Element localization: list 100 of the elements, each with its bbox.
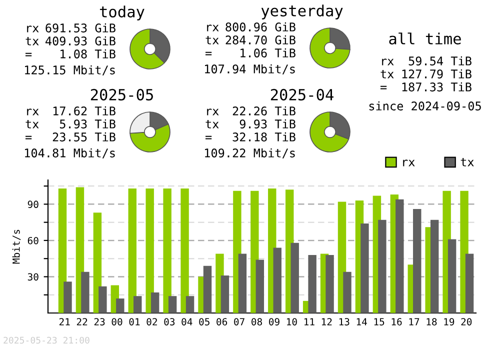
text: rx: [27, 26, 39, 32]
text: 284.70 GiB: [226, 35, 296, 44]
x-tick-label: 13: [339, 318, 350, 326]
x-tick-label: 18: [426, 318, 437, 326]
text: 109.22 Mbit/s: [205, 148, 295, 158]
text: 107.94 Mbit/s: [205, 64, 295, 74]
text: since 2024-09-05: [369, 101, 481, 110]
x-tick-label: 11: [304, 318, 314, 326]
text: 187.33 TiB: [402, 82, 472, 92]
text: =: [206, 136, 212, 140]
bar: [360, 224, 369, 313]
bar: [448, 239, 456, 313]
y-tick-label: 60: [28, 236, 38, 244]
y-tick-label: 30: [28, 273, 38, 281]
text: tx: [380, 70, 394, 78]
text: 127.79 TiB: [402, 69, 472, 78]
x-tick-label: 08: [252, 318, 262, 326]
text: =: [26, 136, 32, 140]
x-tick-label: 07: [234, 318, 244, 326]
x-tick-label: 04: [182, 318, 192, 326]
x-tick-label: 16: [392, 318, 402, 326]
chart-title: 2025-05: [90, 88, 153, 100]
bar: [256, 260, 264, 313]
text: rx: [27, 108, 39, 116]
bar: [168, 296, 177, 313]
bar: [273, 248, 282, 313]
text: 409.93 GiB: [46, 36, 116, 46]
bar: [413, 209, 422, 313]
x-tick-label: 00: [112, 318, 122, 326]
bar: [238, 254, 247, 313]
x-tick-label: 03: [164, 318, 175, 326]
bar: [203, 266, 212, 313]
text: 800.96 GiB: [226, 22, 296, 32]
bar: [81, 272, 90, 313]
text: 691.53 GiB: [46, 23, 116, 32]
text: 104.81 Mbit/s: [25, 148, 115, 158]
text: 32.18 TiB: [232, 132, 296, 142]
x-tick-label: 19: [444, 318, 454, 326]
text: =: [206, 52, 212, 56]
chart-title: yesterday: [261, 4, 343, 20]
bar: [128, 188, 136, 313]
text: 59.54 TiB: [408, 56, 472, 66]
bar: [220, 276, 230, 313]
x-tick-label: 12: [322, 318, 332, 326]
bar: [308, 254, 316, 313]
bar: [64, 282, 72, 313]
bar: [116, 298, 124, 313]
bar: [98, 286, 107, 313]
text: all time: [389, 32, 461, 44]
x-tick-label: 17: [409, 318, 420, 326]
legend-label: rx: [403, 160, 415, 166]
x-tick-label: 01: [129, 318, 140, 326]
y-tick-label: 90: [28, 200, 38, 208]
x-tick-label: 23: [94, 318, 105, 326]
chart-title: today: [100, 6, 144, 20]
text: rx: [382, 58, 394, 66]
bar: [343, 272, 352, 313]
y-axis-title: Mbit/s: [12, 230, 21, 264]
text: tx: [206, 120, 219, 128]
x-tick-label: 21: [59, 318, 70, 326]
text: 125.15 Mbit/s: [25, 65, 115, 76]
text: tx: [206, 36, 219, 44]
donut-slice: [310, 112, 350, 152]
bar: [326, 254, 334, 313]
bar: [163, 188, 172, 313]
x-tick-label: 10: [287, 318, 297, 326]
x-tick-label: 05: [199, 318, 210, 326]
text: =: [26, 52, 32, 56]
bar: [378, 220, 386, 313]
text: 17.62 TiB: [53, 106, 116, 116]
text: rx: [207, 24, 219, 32]
bar: [430, 220, 439, 313]
text: 1.08 TiB: [60, 49, 116, 58]
x-tick-label: 15: [374, 318, 384, 326]
bar: [180, 188, 189, 313]
x-tick-label: 14: [356, 318, 367, 326]
x-tick-label: 09: [269, 318, 280, 326]
bar: [290, 242, 299, 313]
donut-slice: [310, 28, 350, 68]
text: 9.93 TiB: [240, 119, 296, 128]
legend-label: tx: [460, 158, 474, 166]
x-tick-label: 06: [216, 318, 228, 326]
text: 22.26 TiB: [232, 106, 296, 116]
x-tick-label: 02: [146, 318, 157, 326]
x-tick-label: 22: [76, 318, 88, 326]
bar: [134, 296, 142, 313]
text: tx: [26, 120, 39, 128]
bar: [150, 292, 160, 313]
text: tx: [26, 37, 39, 46]
text: 5.93 TiB: [60, 119, 116, 128]
chart-title: 2025-04: [270, 88, 334, 100]
bar: [396, 199, 404, 313]
bar: [465, 254, 474, 313]
x-tick-label: 20: [461, 318, 472, 326]
bar: [186, 296, 194, 313]
text: 1.06 TiB: [240, 48, 296, 58]
text: 23.55 TiB: [52, 132, 116, 142]
text: =: [380, 86, 387, 90]
text: rx: [207, 108, 219, 116]
bar: [146, 188, 154, 313]
